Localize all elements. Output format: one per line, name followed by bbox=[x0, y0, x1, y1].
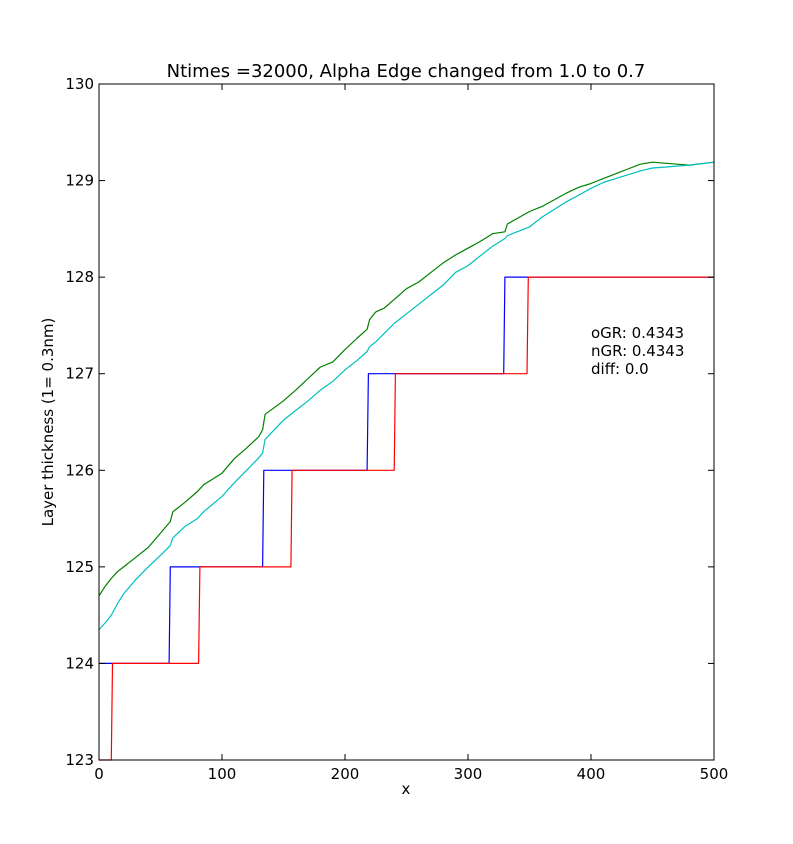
x-axis-label: x bbox=[402, 780, 411, 798]
plot-frame bbox=[98, 83, 715, 761]
x-tick-label-3: 300 bbox=[454, 765, 483, 783]
annotation-box: oGR: 0.4343 nGR: 0.4343 diff: 0.0 bbox=[591, 324, 684, 378]
y-tick-label-2: 125 bbox=[65, 558, 94, 576]
y-tick-label-6: 129 bbox=[65, 172, 94, 190]
x-tick-label-2: 200 bbox=[331, 765, 360, 783]
annotation-ogr: oGR: 0.4343 bbox=[591, 324, 684, 342]
y-tick-label-5: 128 bbox=[65, 268, 94, 286]
y-axis: 123 124 125 126 127 128 129 130 bbox=[65, 75, 714, 769]
x-tick-label-0: 0 bbox=[94, 765, 104, 783]
y-tick-label-3: 126 bbox=[65, 461, 94, 479]
y-tick-label-7: 130 bbox=[65, 75, 94, 93]
y-tick-label-4: 127 bbox=[65, 365, 94, 383]
series-line-3 bbox=[98, 161, 715, 631]
x-axis: 0 100 200 300 400 500 bbox=[94, 84, 728, 783]
y-tick-label-0: 123 bbox=[65, 751, 94, 769]
series-line-2 bbox=[98, 161, 715, 597]
x-tick-label-1: 100 bbox=[208, 765, 237, 783]
series-line-1 bbox=[99, 276, 714, 761]
series-layer bbox=[98, 161, 715, 761]
annotation-ngr: nGR: 0.4343 bbox=[591, 342, 684, 360]
y-axis-label: Layer thickness (1= 0.3nm) bbox=[39, 318, 57, 527]
x-tick-label-4: 400 bbox=[577, 765, 606, 783]
annotation-diff: diff: 0.0 bbox=[591, 360, 649, 378]
chart-title: Ntimes =32000, Alpha Edge changed from 1… bbox=[167, 61, 646, 82]
y-tick-label-1: 124 bbox=[65, 654, 94, 672]
x-tick-label-5: 500 bbox=[700, 765, 729, 783]
